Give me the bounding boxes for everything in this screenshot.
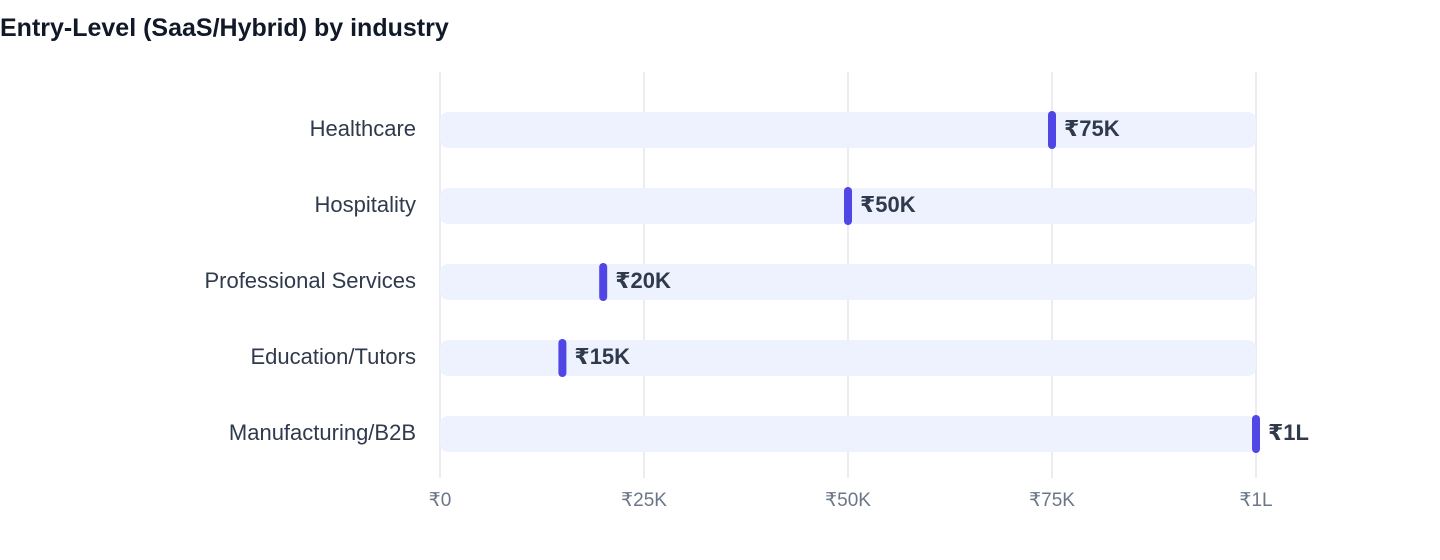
value-marker [558, 339, 567, 377]
category-label: Healthcare [310, 116, 416, 141]
value-marker [1048, 111, 1056, 149]
value-markers [558, 111, 1260, 453]
value-labels: ₹75K ₹50K ₹20K ₹15K ₹1L [574, 116, 1309, 445]
category-labels: Healthcare Hospitality Professional Servic… [204, 116, 416, 445]
bar-track [440, 340, 1256, 376]
category-label: Hospitality [315, 192, 416, 217]
chart-title: Entry-Level (SaaS/Hybrid) by industry [0, 14, 449, 42]
category-label: Professional Services [204, 268, 416, 293]
x-tick-label: ₹50K [825, 490, 871, 511]
bar-track [440, 264, 1256, 300]
bar-track [440, 112, 1256, 148]
value-marker [844, 187, 852, 225]
value-label: ₹1L [1268, 420, 1309, 445]
x-axis-ticks: ₹0 ₹25K ₹50K ₹75K ₹1L [429, 490, 1273, 511]
bar-track [440, 416, 1256, 452]
value-label: ₹75K [1064, 116, 1120, 141]
value-label: ₹50K [860, 192, 916, 217]
value-label: ₹20K [615, 268, 671, 293]
x-tick-label: ₹75K [1029, 490, 1075, 511]
x-tick-label: ₹25K [621, 490, 667, 511]
value-marker [599, 263, 608, 301]
value-marker [1252, 415, 1260, 453]
value-label: ₹15K [574, 344, 630, 369]
category-label: Education/Tutors [251, 344, 417, 369]
x-tick-label: ₹0 [429, 490, 452, 511]
x-tick-label: ₹1L [1239, 490, 1272, 511]
category-label: Manufacturing/B2B [229, 420, 416, 445]
